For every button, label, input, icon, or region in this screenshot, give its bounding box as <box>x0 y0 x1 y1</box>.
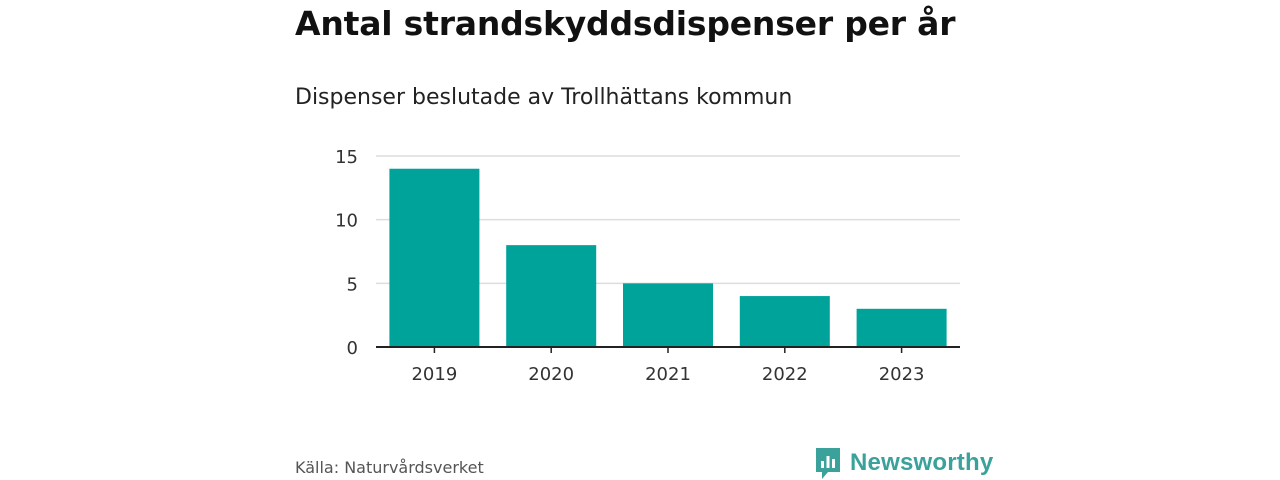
chart-subtitle: Dispenser beslutade av Trollhättans komm… <box>295 85 793 110</box>
newsworthy-logo: Newsworthy <box>814 446 993 480</box>
bar-chart-speech-bubble-icon <box>816 448 840 479</box>
bar-2023 <box>856 308 947 347</box>
bar-2021 <box>623 283 713 347</box>
y-tick-label-0: 0 <box>347 338 358 359</box>
x-tick-label-2021: 2021 <box>645 364 691 385</box>
x-tick-label-2022: 2022 <box>762 364 808 385</box>
x-tick-label-2023: 2023 <box>879 364 925 385</box>
source-note: Källa: Naturvårdsverket <box>295 458 484 477</box>
y-tick-label-15: 15 <box>335 147 358 168</box>
x-tick-label-2020: 2020 <box>528 364 574 385</box>
bar-2019 <box>389 168 480 347</box>
bar-2020 <box>506 245 597 347</box>
brand-name: Newsworthy <box>850 449 994 476</box>
chart-title: Antal strandskyddsdispenser per år <box>295 4 956 43</box>
x-tick-label-2019: 2019 <box>411 364 457 385</box>
bar-2022 <box>739 296 830 347</box>
y-tick-label-10: 10 <box>335 211 358 232</box>
y-tick-label-5: 5 <box>347 274 358 295</box>
